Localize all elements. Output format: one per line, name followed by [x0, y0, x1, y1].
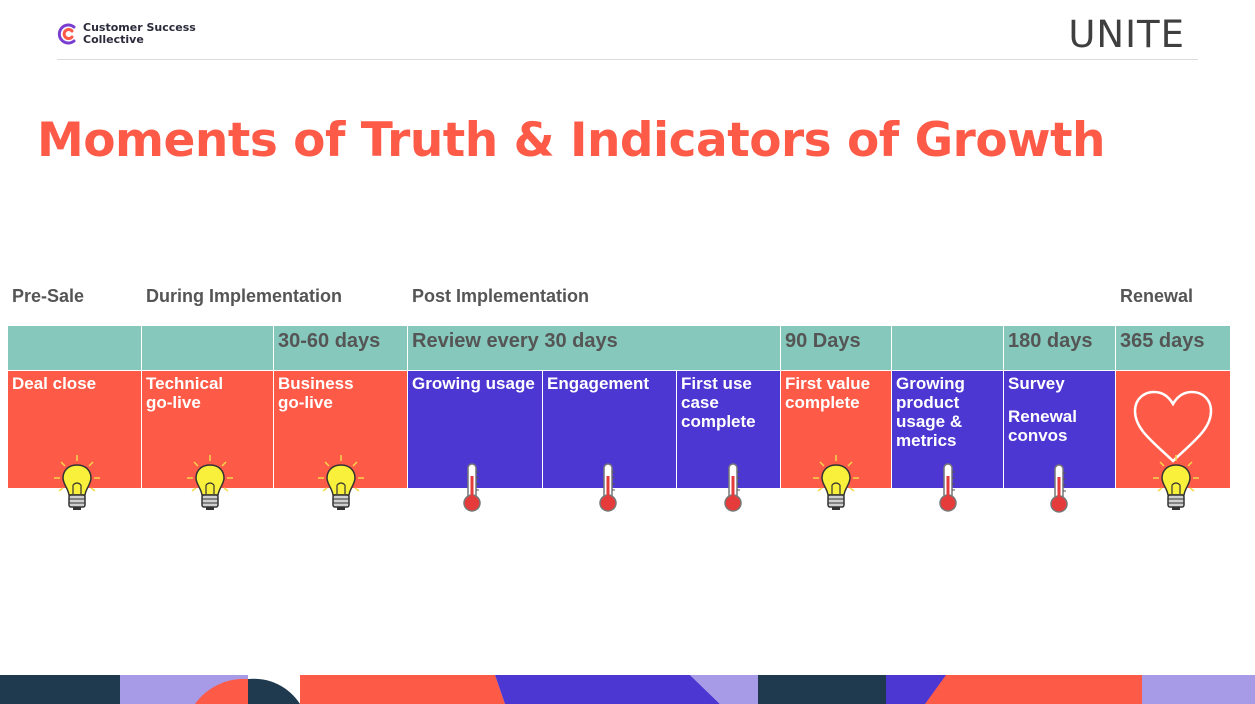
thermometer-icon [724, 463, 742, 512]
phase-label-pre-sale: Pre-Sale [12, 286, 85, 306]
milestone-timeline: 30-60 days Review every 30 days 90 Days … [8, 326, 1230, 488]
phase-label-post-implementation: Post Implementation [412, 286, 590, 306]
decorative-footer-band [0, 675, 1255, 704]
lightbulb-icon [813, 455, 859, 510]
milestone-label: Deal close [12, 374, 97, 393]
thermometer-icon [599, 463, 617, 512]
lightbulb-icon [54, 455, 100, 510]
slide-title: Moments of Truth & Indicators of Growth [37, 113, 1106, 168]
thermometer-icon [1050, 464, 1068, 513]
timeline-header-30-60-days: 30-60 days [274, 326, 408, 370]
phase-label-during-implementation: During Implementation [146, 286, 343, 306]
milestone-label: First value complete [785, 374, 871, 412]
milestone-label: Technical go-live [146, 374, 224, 412]
header-divider [57, 59, 1198, 60]
thermometer-icon [939, 463, 957, 512]
csc-logo-icon [57, 23, 76, 45]
milestone-label: Business go-live [278, 374, 354, 412]
milestone-renewal [1116, 371, 1230, 488]
timeline-header-90-days: 90 Days [781, 326, 892, 370]
milestone-label: Engagement [547, 374, 650, 393]
timeline-header-365-days: 365 days [1116, 326, 1230, 370]
timeline-header-review-every-30-days: Review every 30 days [408, 326, 781, 370]
customer-success-collective-logo: Customer Success Collective [57, 22, 196, 46]
timeline-header-180-days: 180 days [1004, 326, 1116, 370]
lightbulb-icon [318, 455, 364, 510]
heart-icon [1133, 390, 1213, 463]
milestone-growing-product-usage: Growing product usage & metrics [892, 371, 1004, 488]
timeline-header-cell [8, 326, 142, 370]
lightbulb-icon [1153, 455, 1199, 510]
timeline-header-cell [142, 326, 274, 370]
unite-logo: UNITE [1068, 13, 1185, 56]
logo-line-1: Customer Success [83, 21, 196, 34]
lightbulb-icon [187, 455, 233, 510]
logo-line-2: Collective [83, 33, 144, 46]
phase-label-renewal: Renewal [1120, 286, 1194, 306]
milestone-label: Growing product usage & metrics [896, 374, 965, 450]
logo-text: Customer Success Collective [83, 22, 196, 46]
milestone-engagement: Engagement [543, 371, 677, 488]
thermometer-icon [463, 463, 481, 512]
milestone-label-2: Renewal convos [1008, 407, 1077, 445]
milestone-label: Growing usage [412, 374, 535, 393]
milestone-label: Survey [1008, 374, 1065, 393]
milestone-label: First use case complete [681, 374, 756, 431]
timeline-header-cell [892, 326, 1004, 370]
